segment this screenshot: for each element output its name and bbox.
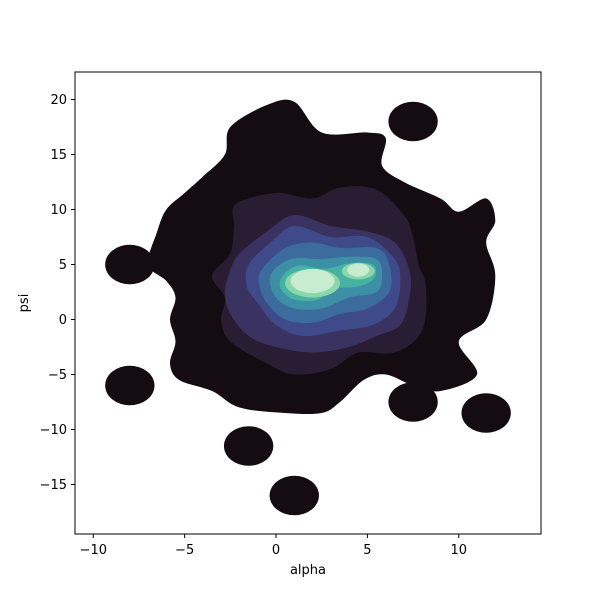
y-tick-label: 0 bbox=[59, 313, 67, 328]
x-tick-label: −10 bbox=[80, 543, 107, 558]
density-peak-1 bbox=[290, 268, 335, 294]
x-tick-label: −5 bbox=[175, 543, 194, 558]
x-tick-label: 5 bbox=[363, 543, 371, 558]
plot-frame bbox=[74, 71, 542, 535]
y-tick-label: −10 bbox=[40, 423, 67, 438]
y-tick-label: 15 bbox=[50, 148, 67, 163]
outlier-cluster-2 bbox=[105, 244, 155, 285]
y-tick-label: 5 bbox=[59, 258, 67, 273]
outlier-cluster-3 bbox=[105, 365, 155, 406]
outlier-cluster-4 bbox=[223, 426, 274, 466]
x-axis-ticks: −10 −5 0 5 10 bbox=[80, 534, 467, 558]
outlier-cluster-6 bbox=[461, 393, 511, 433]
density-peak-2 bbox=[347, 263, 370, 277]
outlier-cluster-7 bbox=[388, 382, 438, 422]
x-axis-label: alpha bbox=[290, 563, 326, 578]
x-tick-label: 10 bbox=[450, 543, 467, 558]
y-tick-label: 10 bbox=[50, 203, 67, 218]
y-tick-label: −5 bbox=[48, 368, 67, 383]
outlier-cluster-5 bbox=[269, 475, 319, 516]
x-tick-label: 0 bbox=[272, 543, 280, 558]
y-tick-label: 20 bbox=[50, 93, 67, 108]
y-axis-ticks: −15 −10 −5 0 5 10 15 20 bbox=[40, 93, 75, 493]
outlier-cluster-1 bbox=[388, 101, 438, 142]
y-tick-label: −15 bbox=[40, 478, 67, 493]
density-contours bbox=[105, 99, 511, 516]
y-axis-label: psi bbox=[17, 294, 32, 313]
